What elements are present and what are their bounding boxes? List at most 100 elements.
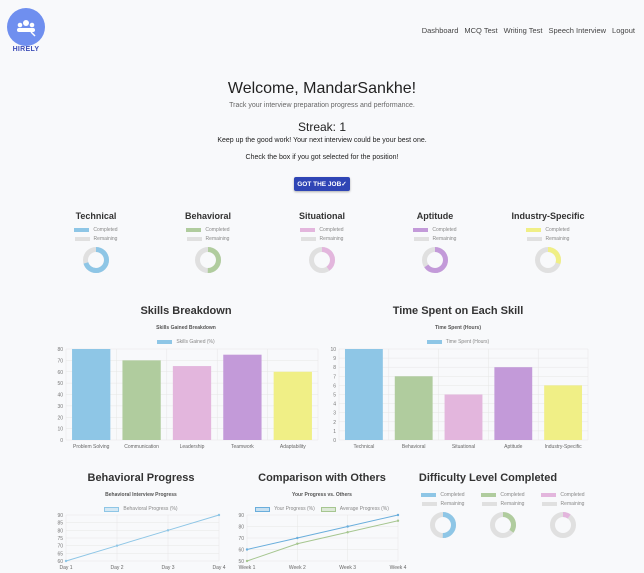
brand-name: HIRELY	[12, 46, 40, 53]
legend-remaining[interactable]: Remaining	[453, 499, 553, 508]
y-tick-label: 65	[57, 551, 63, 557]
legend-label: Time Spent (Hours)	[445, 339, 490, 345]
legend-item[interactable]: Behavioral Progress (%)	[104, 506, 178, 512]
data-point[interactable]	[115, 544, 119, 547]
legend-completed[interactable]: Completed	[513, 490, 613, 499]
nav-mcq-test[interactable]: MCQ Test	[464, 26, 498, 35]
donut-completed[interactable]	[195, 247, 221, 273]
page-subtitle: Track your interview preparation progres…	[229, 102, 415, 109]
data-point[interactable]	[346, 525, 349, 528]
logo[interactable]	[7, 8, 45, 46]
legend-swatch	[413, 236, 429, 241]
legend-swatch	[300, 227, 316, 232]
legend-item[interactable]: Your Progress (%)	[255, 506, 315, 512]
series-line[interactable]	[246, 514, 399, 550]
y-tick-label: 10	[330, 347, 336, 353]
chart-title: Behavioral Interview Progress	[105, 492, 177, 498]
data-point[interactable]	[217, 513, 221, 517]
legend-label: Your Progress (%)	[274, 506, 315, 512]
category-0-card: Technical Completed Remaining	[46, 211, 146, 280]
y-tick-label: 90	[238, 513, 244, 519]
section-title: Time Spent on Each Skill	[392, 305, 524, 317]
legend-swatch	[413, 227, 429, 232]
encourage-text: Keep up the good work! Your next intervi…	[217, 137, 427, 144]
legend-item[interactable]: Average Progress (%)	[320, 506, 389, 512]
x-tick-label: Behavioral	[402, 444, 426, 450]
legend-completed[interactable]: Completed	[385, 225, 485, 234]
legend-remaining[interactable]: Remaining	[498, 234, 598, 243]
bar[interactable]	[273, 371, 312, 440]
bar[interactable]	[344, 349, 383, 440]
legend-completed[interactable]: Completed	[272, 225, 372, 234]
data-point[interactable]	[64, 559, 68, 563]
bar[interactable]	[394, 376, 433, 440]
series-line[interactable]	[65, 514, 220, 562]
people-search-icon	[17, 20, 36, 37]
legend-remaining[interactable]: Remaining	[513, 499, 613, 508]
legend-remaining[interactable]: Remaining	[272, 234, 372, 243]
legend-swatch	[421, 492, 437, 497]
bar[interactable]	[172, 366, 212, 440]
legend-item[interactable]: Time Spent (Hours)	[426, 339, 490, 345]
donut-completed[interactable]	[550, 512, 576, 538]
donut-completed[interactable]	[422, 247, 448, 273]
bar[interactable]	[223, 354, 262, 440]
legend-remaining[interactable]: Remaining	[158, 234, 258, 243]
donut-chart	[83, 247, 109, 273]
nav-dashboard[interactable]: Dashboard	[421, 26, 459, 35]
bar[interactable]	[122, 360, 161, 440]
donut-completed[interactable]	[430, 512, 456, 538]
legend-remaining[interactable]: Remaining	[46, 234, 146, 243]
legend-swatch	[481, 492, 497, 497]
nav-writing-test[interactable]: Writing Test	[503, 26, 543, 35]
y-tick-label: 90	[57, 513, 63, 519]
legend-label: Remaining	[440, 500, 465, 507]
got-the-job-button[interactable]: GOT THE JOB✓	[294, 177, 350, 191]
x-tick-label: Teamwork	[231, 444, 254, 450]
legend-item[interactable]: Skills Gained (%)	[157, 339, 215, 345]
legend-swatch	[104, 506, 120, 512]
data-point[interactable]	[346, 531, 349, 534]
data-point[interactable]	[245, 548, 249, 551]
data-point[interactable]	[245, 559, 249, 563]
legend-remaining[interactable]: Remaining	[385, 234, 485, 243]
series-line[interactable]	[246, 520, 399, 562]
legend-swatch	[74, 227, 90, 232]
nav-speech-interview[interactable]: Speech Interview	[548, 26, 607, 35]
y-tick-label: 9	[333, 356, 336, 362]
legend-swatch	[481, 501, 497, 506]
donut-completed[interactable]	[490, 512, 516, 538]
legend-completed[interactable]: Completed	[498, 225, 598, 234]
x-tick-label: Day 3	[161, 565, 174, 571]
y-tick-label: 7	[333, 374, 336, 380]
data-point[interactable]	[296, 542, 299, 545]
donut-chart	[535, 247, 561, 273]
bar[interactable]	[444, 394, 483, 441]
streak: Streak: 1	[297, 120, 347, 134]
section-title: Skills Breakdown	[140, 305, 232, 317]
donut-remaining[interactable]	[550, 512, 576, 538]
bar[interactable]	[72, 349, 111, 440]
x-tick-label: Industry-Specific	[545, 444, 582, 450]
legend-completed[interactable]: Completed	[158, 225, 258, 234]
donut-completed[interactable]	[309, 247, 335, 273]
category-3-card: Aptitude Completed Remaining	[385, 211, 485, 280]
legend-completed[interactable]: Completed	[453, 490, 553, 499]
donut-completed[interactable]	[535, 247, 561, 273]
legend-swatch	[320, 506, 336, 512]
legend-completed[interactable]: Completed	[393, 490, 493, 499]
bar[interactable]	[494, 367, 533, 440]
y-tick-label: 8	[333, 365, 336, 371]
bar[interactable]	[544, 385, 583, 440]
data-point[interactable]	[296, 536, 299, 540]
y-tick-label: 0	[333, 438, 336, 444]
legend-completed[interactable]: Completed	[46, 225, 146, 234]
donut-completed[interactable]	[83, 247, 109, 273]
data-point[interactable]	[166, 529, 170, 532]
nav-logout[interactable]: Logout	[612, 26, 635, 35]
section-title: Comparison with Others	[258, 472, 386, 484]
difficulty-title: Difficulty Level Completed	[418, 472, 558, 484]
y-tick-label: 70	[57, 358, 63, 364]
legend-remaining[interactable]: Remaining	[393, 499, 493, 508]
legend-label: Remaining	[205, 235, 230, 242]
